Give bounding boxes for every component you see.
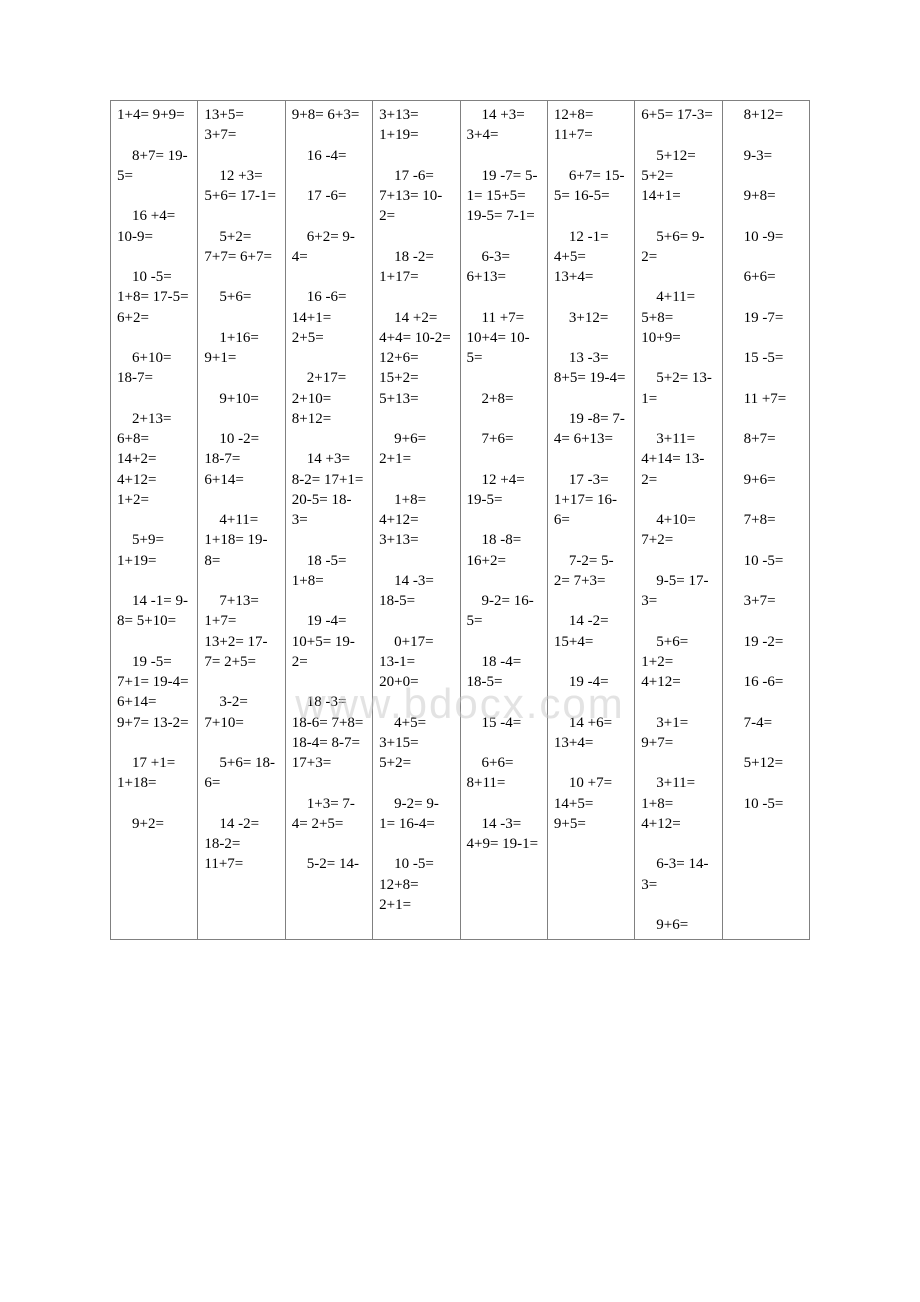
column-8: 8+12= 9-3= 9+8= 10 -9= 6+6= 19 -7= 15 -5… xyxy=(723,101,809,939)
column-1: 1+4= 9+9= 8+7= 19-5= 16 +4= 10-9= 10 -5=… xyxy=(111,101,198,939)
column-3: 9+8= 6+3= 16 -4= 17 -6= 6+2= 9-4= 16 -6=… xyxy=(286,101,373,939)
column-5: 14 +3= 3+4= 19 -7= 5-1= 15+5= 19-5= 7-1=… xyxy=(461,101,548,939)
column-2: 13+5= 3+7= 12 +3= 5+6= 17-1= 5+2= 7+7= 6… xyxy=(198,101,285,939)
column-4: 3+13= 1+19= 17 -6= 7+13= 10-2= 18 -2= 1+… xyxy=(373,101,460,939)
column-6: 12+8= 11+7= 6+7= 15-5= 16-5= 12 -1= 4+5=… xyxy=(548,101,635,939)
column-7: 6+5= 17-3= 5+12= 5+2= 14+1= 5+6= 9-2= 4+… xyxy=(635,101,722,939)
math-table: 1+4= 9+9= 8+7= 19-5= 16 +4= 10-9= 10 -5=… xyxy=(110,100,810,940)
